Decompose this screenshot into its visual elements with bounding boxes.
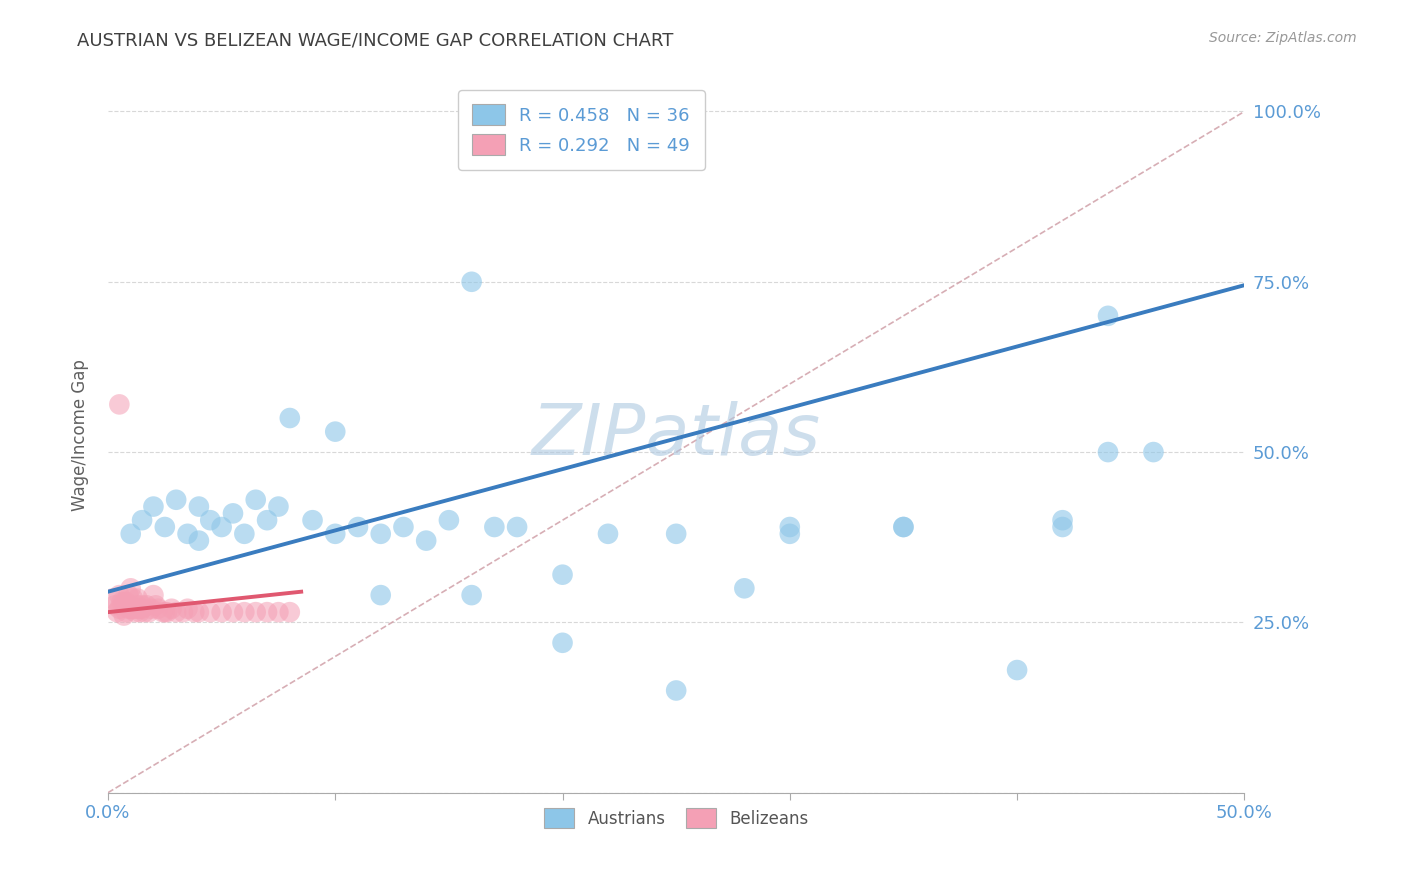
Point (267, 500, 290, 514)
Point (233, 605, 256, 619)
Text: Source: ZipAtlas.com: Source: ZipAtlas.com (1209, 31, 1357, 45)
Point (301, 513, 323, 527)
Point (245, 605, 267, 619)
Point (484, 520, 506, 534)
Point (115, 595, 138, 609)
Point (460, 588, 482, 602)
Point (893, 520, 915, 534)
Point (460, 275, 482, 289)
Point (370, 526, 392, 541)
Point (222, 605, 245, 619)
Point (437, 513, 460, 527)
Point (127, 599, 149, 613)
Point (131, 601, 153, 615)
Point (267, 605, 290, 619)
Point (172, 605, 194, 619)
Point (211, 520, 233, 534)
Point (153, 605, 176, 619)
Point (779, 526, 801, 541)
Point (1142, 445, 1164, 459)
Point (1052, 520, 1074, 534)
Point (127, 591, 149, 606)
Point (134, 605, 156, 619)
Point (187, 605, 209, 619)
Point (142, 500, 165, 514)
Point (117, 588, 139, 602)
Point (105, 605, 128, 619)
Point (141, 601, 163, 615)
Point (122, 591, 145, 606)
Point (142, 588, 165, 602)
Point (108, 588, 131, 602)
Point (120, 582, 142, 596)
Legend: Austrians, Belizeans: Austrians, Belizeans (537, 802, 815, 834)
Point (256, 605, 278, 619)
Point (120, 601, 142, 615)
Point (551, 567, 574, 582)
Point (128, 605, 150, 619)
Point (1097, 309, 1119, 323)
Point (278, 411, 301, 425)
Point (108, 397, 131, 411)
Point (551, 636, 574, 650)
Point (131, 599, 153, 613)
Point (187, 500, 209, 514)
Point (128, 601, 150, 615)
Point (415, 533, 437, 548)
Point (156, 605, 179, 619)
Point (135, 599, 157, 613)
Point (392, 520, 415, 534)
Point (200, 513, 222, 527)
Point (160, 601, 183, 615)
Point (323, 425, 346, 439)
Point (176, 526, 198, 541)
Point (596, 526, 619, 541)
Point (323, 526, 346, 541)
Point (112, 595, 135, 609)
Point (117, 601, 139, 615)
Point (176, 601, 198, 615)
Point (506, 520, 529, 534)
Point (122, 601, 145, 615)
Point (152, 605, 174, 619)
Point (124, 601, 146, 615)
Point (779, 520, 801, 534)
Point (153, 520, 176, 534)
Point (112, 608, 135, 623)
Point (370, 588, 392, 602)
Point (111, 595, 134, 609)
Point (165, 605, 187, 619)
Point (665, 526, 688, 541)
Point (101, 591, 124, 606)
Point (145, 599, 167, 613)
Point (347, 520, 370, 534)
Point (245, 492, 267, 507)
Text: ZIPatlas: ZIPatlas (531, 401, 821, 469)
Point (115, 605, 138, 619)
Point (187, 533, 209, 548)
Point (138, 605, 160, 619)
Point (146, 601, 169, 615)
Point (665, 683, 688, 698)
Text: AUSTRIAN VS BELIZEAN WAGE/INCOME GAP CORRELATION CHART: AUSTRIAN VS BELIZEAN WAGE/INCOME GAP COR… (77, 31, 673, 49)
Point (131, 513, 153, 527)
Point (233, 526, 256, 541)
Point (278, 605, 301, 619)
Point (1005, 663, 1028, 677)
Y-axis label: Wage/Income Gap: Wage/Income Gap (72, 359, 89, 511)
Point (104, 599, 127, 613)
Point (120, 526, 142, 541)
Point (124, 605, 146, 619)
Point (183, 605, 205, 619)
Point (256, 513, 278, 527)
Point (222, 507, 245, 521)
Point (1097, 445, 1119, 459)
Point (108, 601, 131, 615)
Point (1052, 513, 1074, 527)
Point (733, 582, 755, 596)
Point (893, 520, 915, 534)
Point (200, 605, 222, 619)
Point (211, 605, 233, 619)
Point (165, 492, 187, 507)
